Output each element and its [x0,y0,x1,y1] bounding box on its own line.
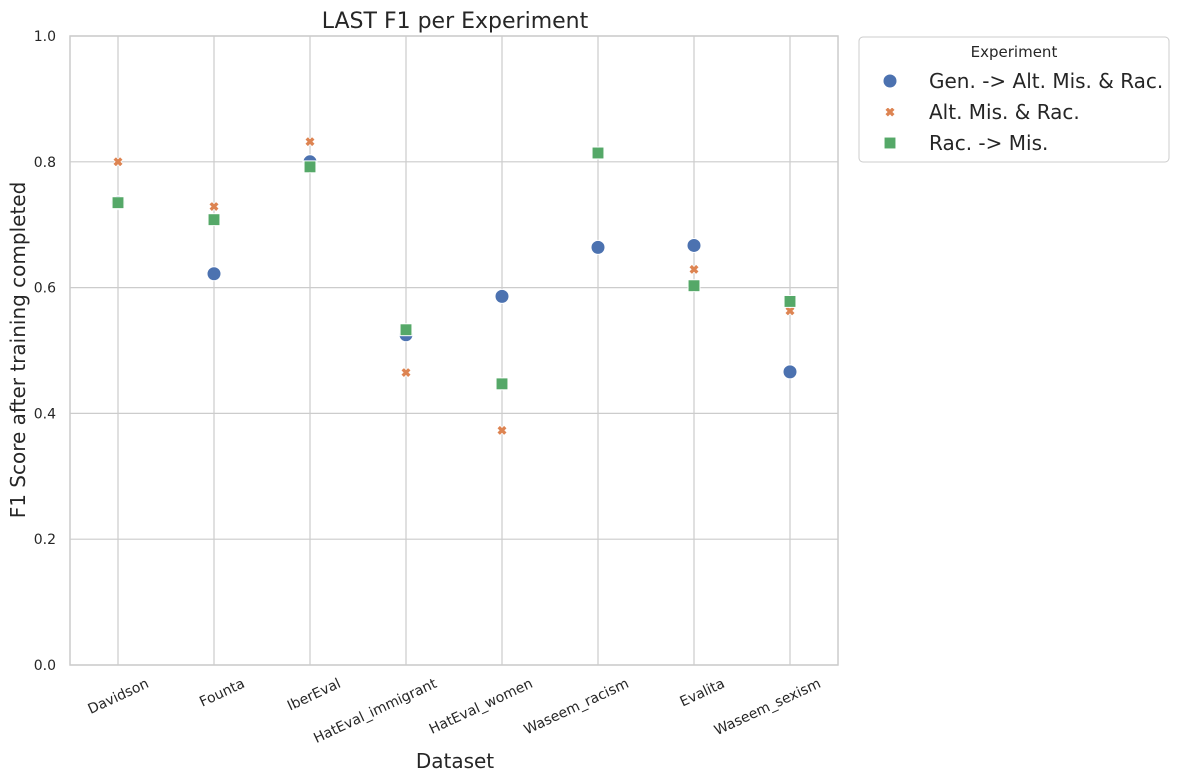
data-point [591,146,605,160]
series-1 [112,136,796,436]
x-tick-label: Founta [197,676,247,711]
plot-frame [69,35,839,666]
data-point [494,288,510,304]
data-point [304,136,316,148]
y-tick-label: 0.4 [34,406,56,422]
data-point [590,239,606,255]
legend: Experiment Gen. -> Alt. Mis. & Rac. Alt. … [858,36,1170,163]
data-point [111,196,125,210]
y-tick-label: 1.0 [34,29,56,45]
x-tick-label: Davidson [86,676,152,718]
legend-frame [858,36,1170,163]
data-point [400,366,412,379]
chart-title: LAST F1 per Experiment [322,9,589,34]
y-tick-label: 0.8 [34,155,56,171]
data-point [495,377,509,391]
y-axis: 0.0 0.2 0.4 0.6 0.8 1.0 [34,29,56,674]
data-point [112,156,124,168]
y-axis-label: F1 Score after training completed [6,182,30,519]
x-tick-label: HatEval_women [427,676,536,738]
grid [70,35,838,666]
legend-items: Gen. -> Alt. Mis. & Rac. Alt. Mis. & Rac.… [882,69,1163,155]
legend-title: Experiment [971,43,1058,61]
data-point [687,279,701,293]
data-point [686,237,702,253]
data-point [303,160,317,174]
x-tick-label: Waseem_sexism [712,676,823,739]
legend-marker [884,106,896,118]
data-point [207,213,221,227]
legend-label: Gen. -> Alt. Mis. & Rac. [929,69,1163,93]
x-tick-label: Evalita [678,676,728,711]
x-tick-label: IberEval [285,676,343,715]
data-point [206,266,222,282]
x-axis: Davidson Founta IberEvalHatEval_immigrantH… [86,676,824,747]
y-tick-label: 0.6 [34,281,56,297]
x-axis-label: Dataset [416,749,494,773]
legend-marker [882,73,898,89]
legend-marker [883,136,897,150]
data-point [688,263,700,275]
data-point [782,364,798,380]
data-point [208,200,220,213]
x-tick-label: Waseem_racism [522,676,632,738]
data-point [496,424,508,436]
data-point [399,323,413,337]
data-point [783,294,797,308]
y-tick-label: 0.2 [34,532,56,548]
series-2 [111,146,797,391]
data-points [110,136,798,436]
legend-label: Alt. Mis. & Rac. [929,100,1080,124]
legend-label: Rac. -> Mis. [929,131,1048,155]
y-tick-label: 0.0 [34,658,56,674]
data-point [784,305,796,317]
